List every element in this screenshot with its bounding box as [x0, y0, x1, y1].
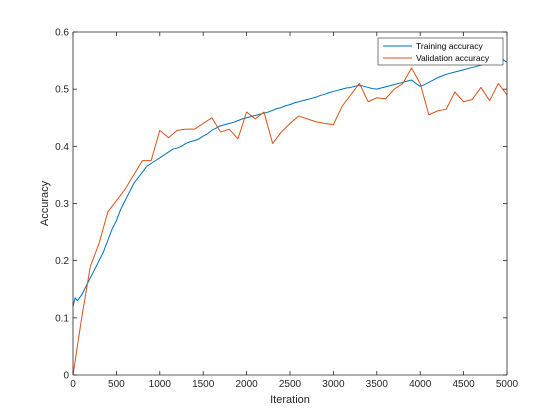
x-tick-label: 4500: [452, 379, 475, 390]
y-tick-label: 0.3: [55, 199, 69, 210]
x-tick-label: 0: [70, 379, 76, 390]
x-tick-label: 1000: [149, 379, 172, 390]
x-tick-label: 4000: [409, 379, 432, 390]
x-tick-label: 2000: [235, 379, 258, 390]
legend: Training accuracy Validation accuracy: [377, 37, 504, 66]
x-axis-label: Iteration: [270, 394, 310, 406]
series-line-validation: [72, 67, 508, 376]
y-tick-label: 0: [63, 371, 69, 382]
plot-area: [73, 32, 507, 375]
x-tick-label: 2500: [279, 379, 302, 390]
x-tick-label: 500: [108, 379, 125, 390]
y-tick-label: 0.2: [55, 256, 69, 267]
x-tick-label: 3500: [366, 379, 389, 390]
ticks-layer: 0 500 1000 1500 2000 2500 3000 3500 4000 4500 5000…: [55, 28, 518, 391]
legend-label-training: Training accuracy: [416, 41, 484, 51]
legend-box: [377, 37, 504, 66]
legend-label-validation: Validation accuracy: [416, 53, 490, 63]
series-line-training: [72, 58, 508, 307]
y-axis-label: Accuracy: [39, 180, 51, 226]
y-tick-label: 0.5: [55, 85, 69, 96]
x-tick-label: 3000: [322, 379, 345, 390]
y-tick-label: 0.4: [55, 142, 69, 153]
y-tick-label: 0.6: [55, 28, 69, 39]
series-layer: [72, 58, 508, 376]
y-tick-label: 0.1: [55, 313, 69, 324]
x-tick-label: 1500: [192, 379, 215, 390]
x-tick-label: 5000: [496, 379, 519, 390]
